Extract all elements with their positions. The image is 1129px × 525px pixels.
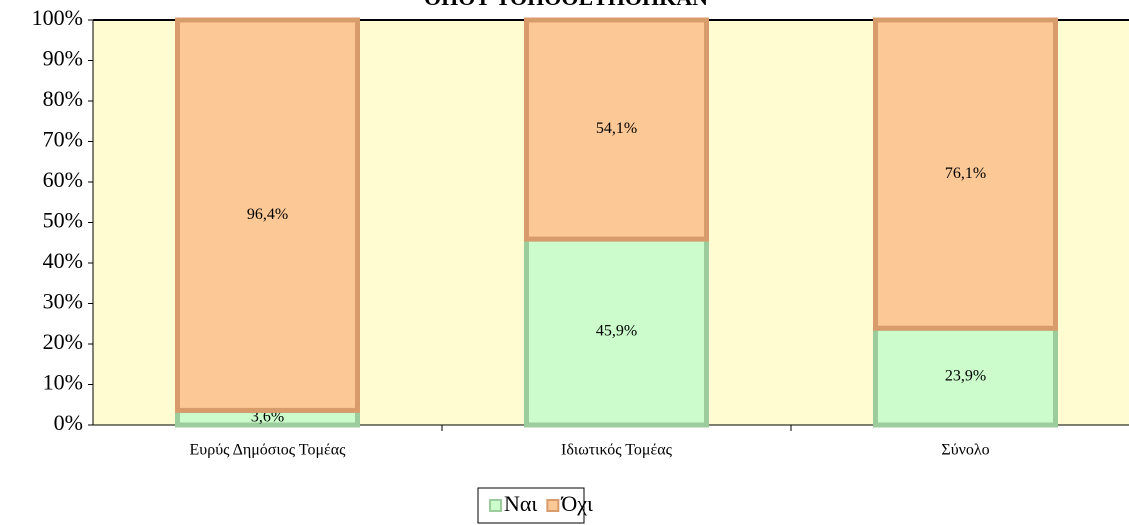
bar-segment: [873, 325, 1058, 428]
chart-title: ΟΠΟΥ ΤΟΠΟΘΕΤΗΘΗΚΑΝ: [424, 0, 708, 10]
data-label: 23,9%: [945, 367, 986, 384]
y-tick-label: 40%: [43, 248, 83, 273]
data-label: 45,9%: [596, 323, 637, 340]
bar-segment: [524, 17, 709, 242]
y-tick-label: 10%: [43, 370, 83, 395]
legend-swatch: [489, 499, 502, 512]
x-tick-label: Ιδιωτικός Τομέας: [561, 442, 673, 459]
bar-segment: [873, 17, 1058, 331]
y-tick-label: 60%: [43, 167, 83, 192]
data-label: 54,1%: [596, 120, 637, 137]
legend-label: Ναι: [504, 491, 537, 516]
y-tick-label: 90%: [43, 46, 83, 71]
data-label: 76,1%: [945, 165, 986, 182]
y-tick-label: 50%: [43, 208, 83, 233]
y-tick-label: 80%: [43, 86, 83, 111]
y-tick-label: 100%: [32, 5, 83, 30]
x-tick-label: Ευρύς Δημόσιος Τομέας: [190, 442, 347, 459]
legend-label: Όχι: [560, 491, 593, 516]
y-tick-label: 30%: [43, 289, 83, 314]
y-tick-label: 70%: [43, 127, 83, 152]
legend-swatch: [546, 499, 560, 512]
bar-segment: [524, 236, 709, 428]
x-tick-label: Σύνολο: [941, 442, 989, 459]
data-label: 96,4%: [247, 206, 288, 223]
y-tick-label: 20%: [43, 329, 83, 354]
bar-segment: [175, 17, 360, 413]
y-tick-label: 0%: [54, 410, 83, 435]
